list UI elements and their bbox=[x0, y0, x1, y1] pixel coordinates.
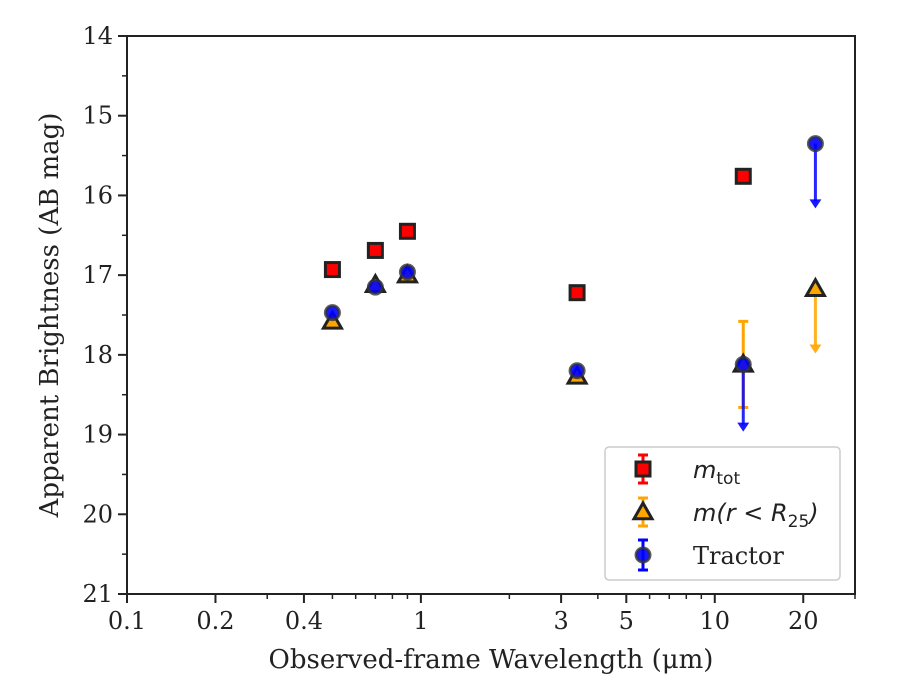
y-tick-label: 21 bbox=[82, 580, 113, 608]
circle-marker bbox=[366, 278, 384, 296]
x-tick-label: 0.2 bbox=[196, 607, 234, 635]
square-marker bbox=[734, 167, 752, 185]
x-axis-ticks: 0.1 0.2 0.4 1 3 5 10 20 bbox=[108, 594, 856, 635]
legend-label: mtot bbox=[693, 456, 740, 489]
legend-label-tail: ) bbox=[807, 499, 818, 527]
triangle-marker bbox=[803, 276, 827, 297]
y-tick-label: 15 bbox=[82, 102, 113, 130]
square-marker bbox=[366, 241, 384, 259]
upper-limit-arrow-head bbox=[737, 422, 750, 432]
square-marker bbox=[398, 222, 416, 240]
circle-marker bbox=[734, 355, 752, 373]
legend-label-main: m(r < R bbox=[693, 499, 788, 527]
square-marker bbox=[634, 460, 652, 478]
x-tick-label: 20 bbox=[788, 607, 819, 635]
y-tick-label: 19 bbox=[82, 421, 113, 449]
x-tick-label: 0.4 bbox=[285, 607, 323, 635]
y-tick-label: 16 bbox=[82, 181, 113, 209]
x-tick-label: 3 bbox=[553, 607, 568, 635]
y-axis-label: Apparent Brightness (AB mag) bbox=[35, 113, 65, 519]
legend-label: Tractor bbox=[693, 542, 784, 570]
legend-label-subscript: tot bbox=[716, 469, 740, 489]
series-markers bbox=[323, 167, 752, 302]
legend-box bbox=[604, 446, 841, 581]
triangle-marker bbox=[631, 499, 655, 521]
y-tick-label: 17 bbox=[82, 261, 113, 289]
series-markers bbox=[323, 135, 824, 380]
square-marker bbox=[323, 261, 341, 279]
y-tick-label: 20 bbox=[82, 500, 113, 528]
x-tick-label: 0.1 bbox=[108, 607, 146, 635]
legend-label-subscript: 25 bbox=[788, 512, 810, 532]
y-axis-ticks: 14 15 16 17 18 19 20 21 bbox=[82, 22, 127, 608]
circle-marker bbox=[806, 135, 824, 153]
x-tick-label: 5 bbox=[619, 607, 634, 635]
x-tick-label: 10 bbox=[700, 607, 731, 635]
data-layer bbox=[320, 135, 827, 432]
square-marker bbox=[568, 284, 586, 302]
circle-marker bbox=[323, 304, 341, 322]
upper-limit-arrow-head bbox=[809, 199, 822, 209]
circle-marker bbox=[634, 546, 652, 564]
circle-marker bbox=[398, 263, 416, 281]
y-tick-label: 14 bbox=[82, 22, 113, 50]
series-group bbox=[737, 143, 822, 432]
x-axis-label: Observed-frame Wavelength (μm) bbox=[269, 645, 714, 675]
y-tick-label: 18 bbox=[82, 341, 113, 369]
legend-label: m(r < R25) bbox=[693, 499, 819, 532]
legend-label-main: m bbox=[693, 456, 716, 484]
upper-limit-arrow-head bbox=[809, 344, 822, 354]
circle-marker bbox=[568, 362, 586, 380]
x-tick-label: 1 bbox=[413, 607, 428, 635]
legend: mtot m(r < R25) Tractor bbox=[604, 446, 841, 581]
